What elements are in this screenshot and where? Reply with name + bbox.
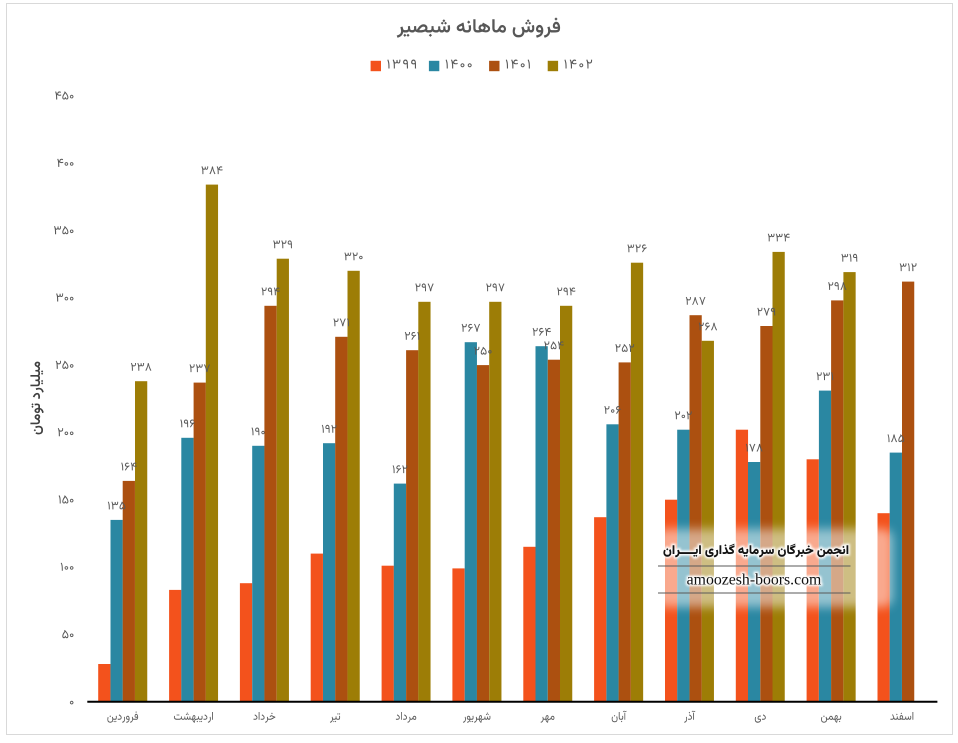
- svg-text:amoozesh-boors.com: amoozesh-boors.com: [687, 572, 822, 589]
- svg-text:amoozesh-boors.com: amoozesh-boors.com: [687, 572, 822, 589]
